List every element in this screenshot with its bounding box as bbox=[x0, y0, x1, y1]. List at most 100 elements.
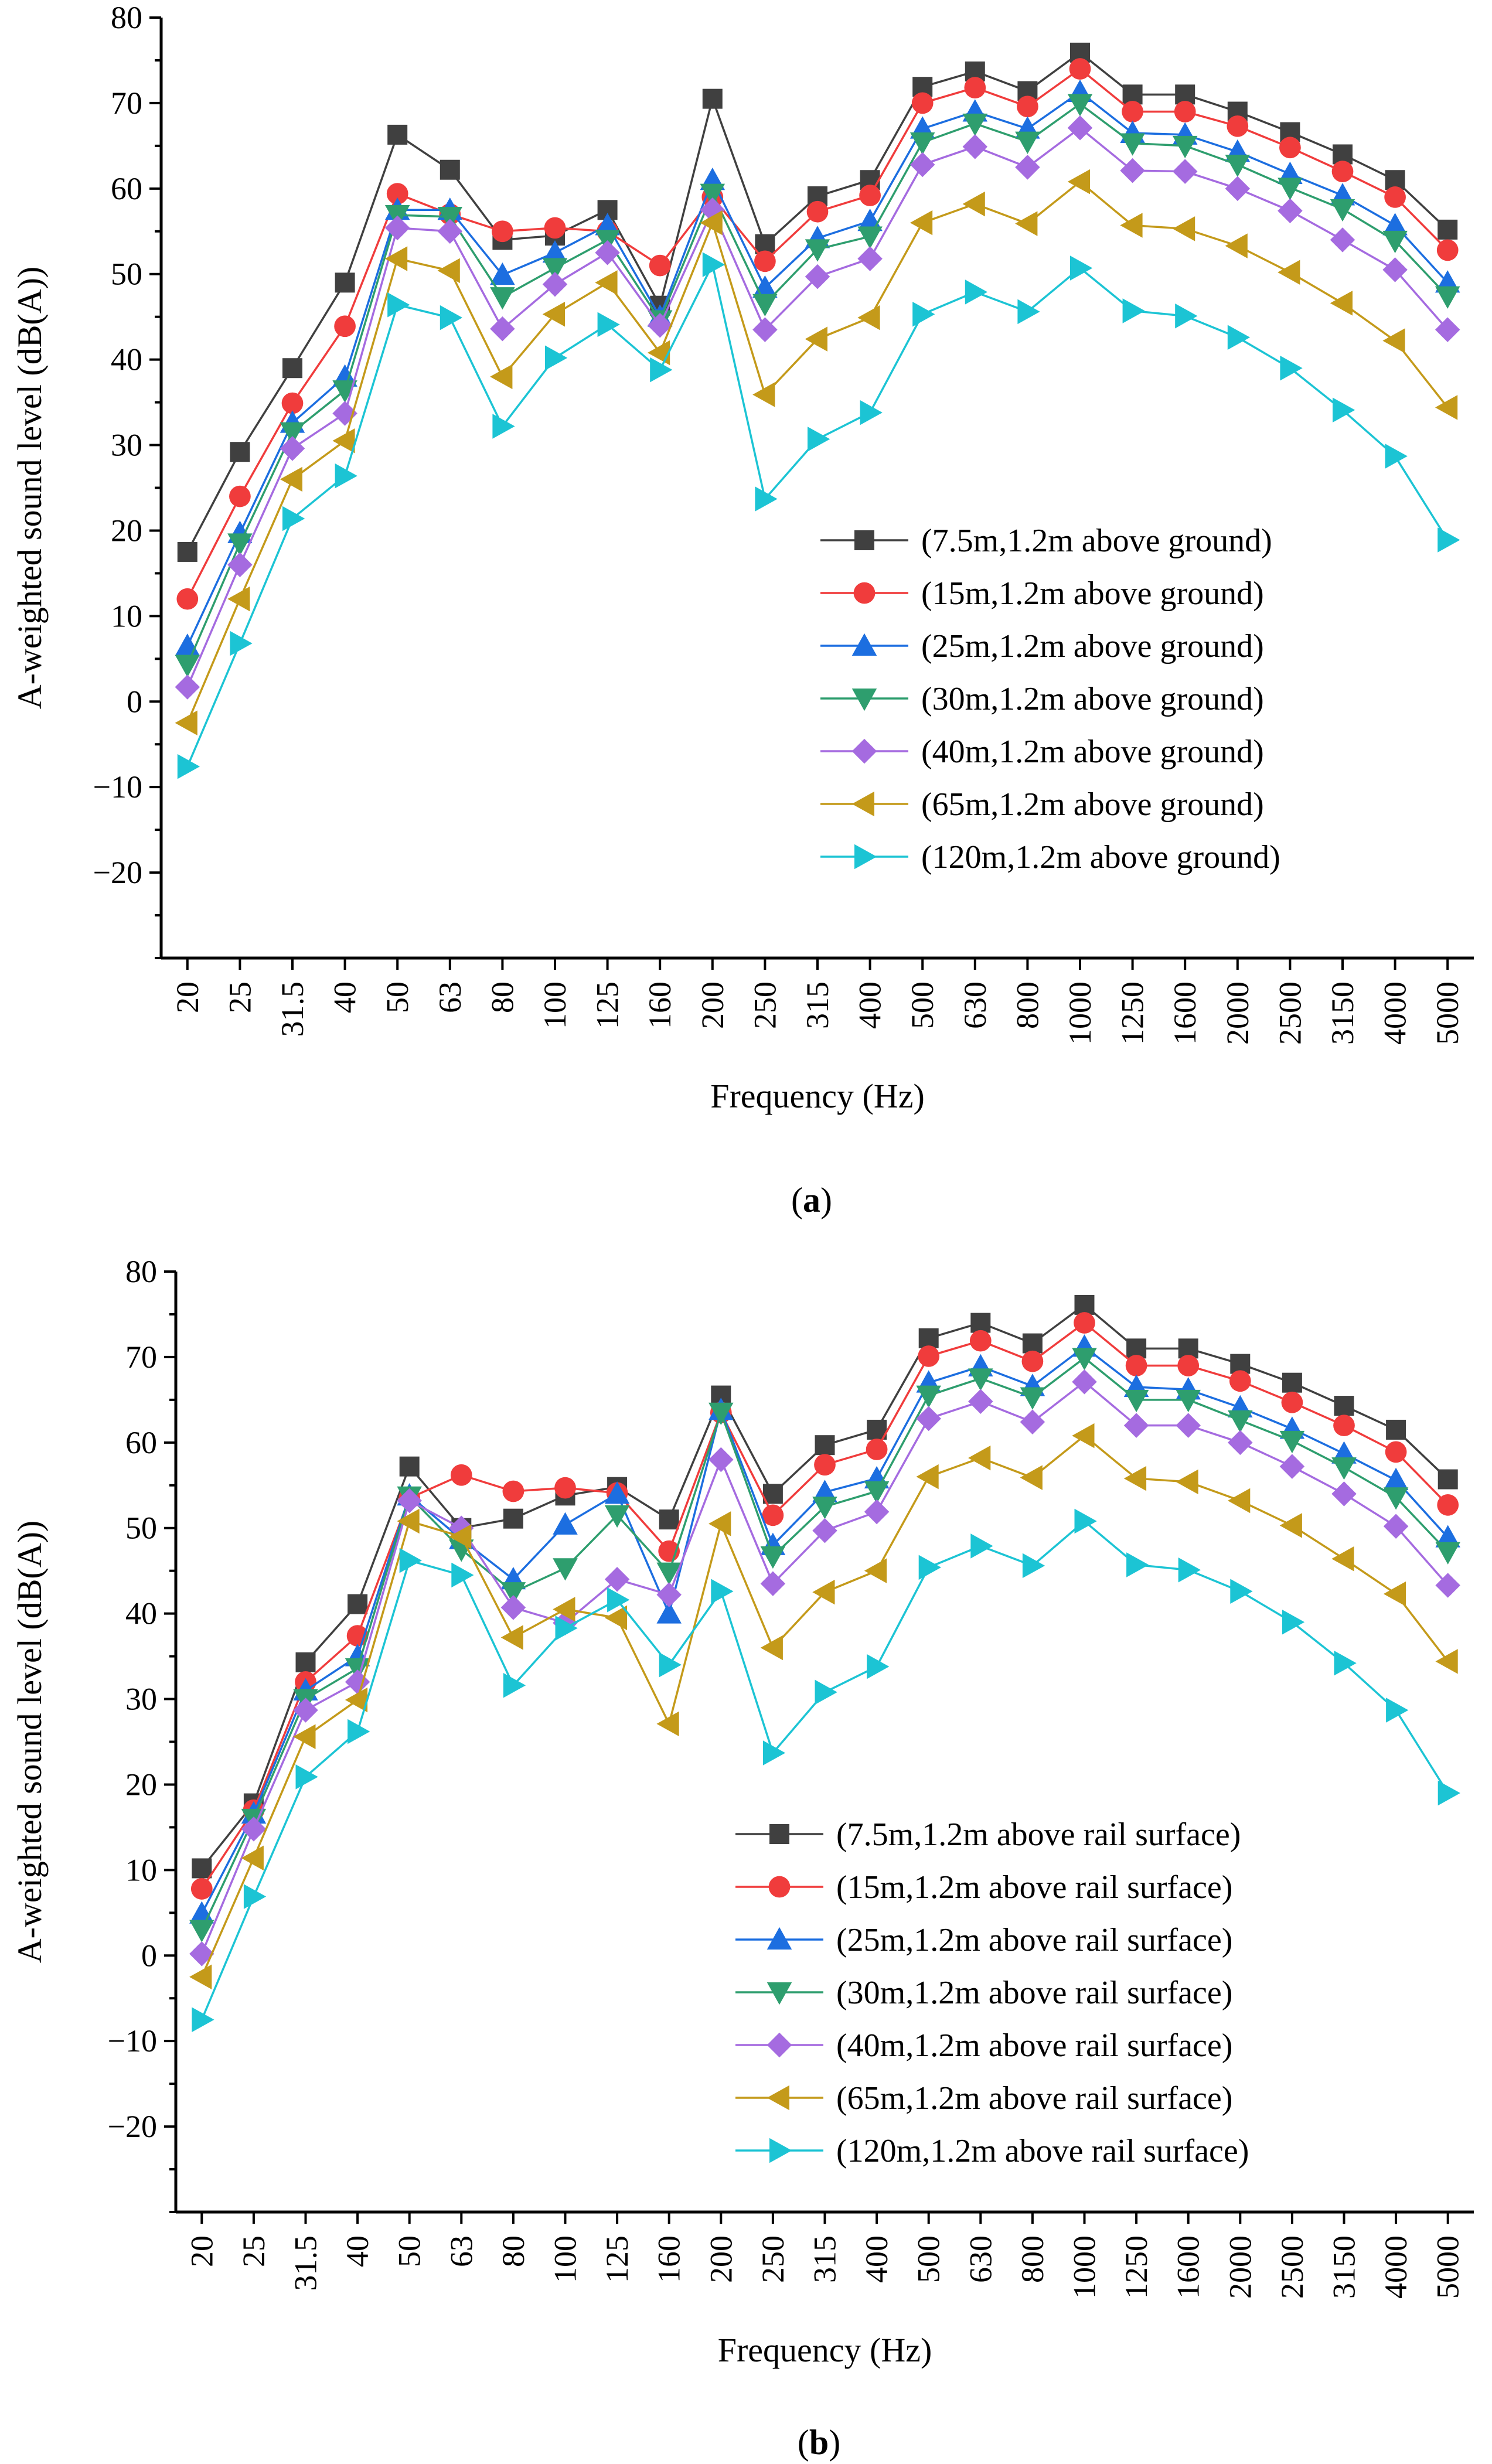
data-point bbox=[553, 1558, 578, 1581]
panel-b: −20 −10 0 10 20 30 40 50 60 70 80 20 25 31.5 40 50 63 80 1… bbox=[11, 1254, 1474, 2462]
data-point bbox=[1330, 227, 1355, 253]
data-point bbox=[1178, 1557, 1201, 1583]
x-tick-label: 160 bbox=[652, 2235, 687, 2283]
data-point bbox=[1120, 133, 1145, 156]
data-point bbox=[1070, 255, 1093, 281]
data-point bbox=[1383, 1467, 1409, 1491]
data-point bbox=[281, 392, 304, 414]
legend-marker bbox=[767, 1982, 792, 2005]
data-point bbox=[243, 1884, 267, 1909]
data-point bbox=[1017, 96, 1038, 118]
data-point bbox=[384, 246, 408, 271]
x-tick-label: 400 bbox=[859, 2235, 894, 2283]
data-point bbox=[189, 1920, 214, 1942]
legend-label: (40m,1.2m above rail surface) bbox=[836, 2027, 1232, 2064]
data-point bbox=[440, 159, 460, 180]
data-point bbox=[752, 382, 775, 407]
data-point bbox=[1120, 213, 1143, 238]
data-point bbox=[177, 754, 200, 779]
legend-marker bbox=[851, 689, 877, 711]
legend-item: (25m,1.2m above rail surface) bbox=[735, 1922, 1232, 1958]
x-tick-label: 1600 bbox=[1171, 2235, 1206, 2299]
data-point bbox=[332, 380, 357, 403]
data-point bbox=[752, 317, 778, 342]
data-point bbox=[1385, 444, 1408, 469]
panel-label: (b) bbox=[798, 2423, 840, 2462]
x-tick-label: 125 bbox=[599, 2235, 635, 2283]
data-point bbox=[1230, 1579, 1253, 1604]
data-point bbox=[909, 152, 935, 178]
data-point bbox=[1278, 260, 1300, 285]
data-point bbox=[490, 262, 515, 285]
data-point bbox=[1435, 1649, 1458, 1674]
data-point bbox=[399, 1548, 422, 1573]
x-tick-label: 20 bbox=[184, 2235, 219, 2267]
data-point bbox=[760, 1546, 786, 1569]
data-point bbox=[449, 1524, 472, 1549]
series-2 bbox=[176, 58, 1459, 610]
x-tick-label: 80 bbox=[496, 2235, 531, 2267]
y-tick-label: 60 bbox=[111, 171, 142, 206]
data-point bbox=[1331, 1481, 1357, 1507]
x-tick-label: 20 bbox=[170, 981, 205, 1013]
data-point bbox=[500, 1595, 526, 1620]
y-tick-label: 70 bbox=[125, 1340, 157, 1375]
data-point bbox=[909, 210, 933, 236]
data-point bbox=[702, 88, 723, 109]
data-point bbox=[1122, 101, 1143, 122]
series-7 bbox=[177, 252, 1460, 779]
series-2 bbox=[190, 1312, 1459, 1900]
data-point bbox=[1333, 1415, 1355, 1436]
x-tick-label: 630 bbox=[958, 981, 993, 1029]
data-point bbox=[490, 364, 513, 390]
legend-marker bbox=[769, 2138, 792, 2163]
data-point bbox=[1333, 397, 1355, 422]
legend-label: (65m,1.2m above rail surface) bbox=[836, 2080, 1232, 2117]
data-point bbox=[867, 1654, 890, 1679]
data-point bbox=[450, 1464, 472, 1486]
data-point bbox=[1074, 1312, 1095, 1334]
data-point bbox=[1282, 1372, 1302, 1393]
data-point bbox=[1278, 198, 1303, 224]
data-point bbox=[916, 1464, 939, 1490]
data-point bbox=[1067, 94, 1093, 117]
legend-marker bbox=[767, 2032, 792, 2058]
data-point bbox=[293, 1724, 316, 1749]
data-point bbox=[542, 271, 568, 297]
x-tick-label: 800 bbox=[1010, 981, 1045, 1029]
legend-marker bbox=[854, 530, 874, 550]
x-tick-label: 1600 bbox=[1167, 981, 1203, 1045]
data-point bbox=[762, 1504, 784, 1526]
data-point bbox=[1384, 186, 1406, 208]
data-point bbox=[1177, 1355, 1200, 1376]
data-point bbox=[708, 1402, 734, 1425]
data-point bbox=[451, 1562, 474, 1588]
series-3 bbox=[175, 79, 1460, 656]
data-point bbox=[1225, 233, 1248, 258]
data-point bbox=[1020, 1409, 1045, 1435]
data-point bbox=[760, 1635, 783, 1661]
data-point bbox=[542, 240, 568, 263]
legend-label: (120m,1.2m above rail surface) bbox=[836, 2133, 1249, 2169]
data-point bbox=[1334, 1396, 1354, 1416]
data-point bbox=[502, 1480, 524, 1502]
x-tick-label: 160 bbox=[642, 981, 677, 1029]
series-3 bbox=[189, 1334, 1460, 1924]
data-point bbox=[604, 1505, 630, 1528]
data-point bbox=[597, 312, 620, 338]
data-point bbox=[1331, 161, 1354, 182]
x-tick-label: 2000 bbox=[1220, 981, 1255, 1045]
data-point bbox=[1015, 211, 1038, 236]
data-point bbox=[227, 533, 253, 556]
x-tick-label: 315 bbox=[808, 2235, 843, 2283]
data-point bbox=[1383, 1487, 1409, 1510]
legend-item: (120m,1.2m above rail surface) bbox=[735, 2133, 1249, 2169]
data-point bbox=[814, 1454, 836, 1476]
y-tick-label: −10 bbox=[108, 2023, 157, 2059]
x-tick-label: 3150 bbox=[1325, 981, 1360, 1045]
y-tick-label: 80 bbox=[111, 0, 142, 35]
data-point bbox=[970, 1313, 991, 1333]
data-point bbox=[332, 428, 355, 454]
data-point bbox=[857, 226, 883, 249]
data-point bbox=[656, 1562, 682, 1585]
